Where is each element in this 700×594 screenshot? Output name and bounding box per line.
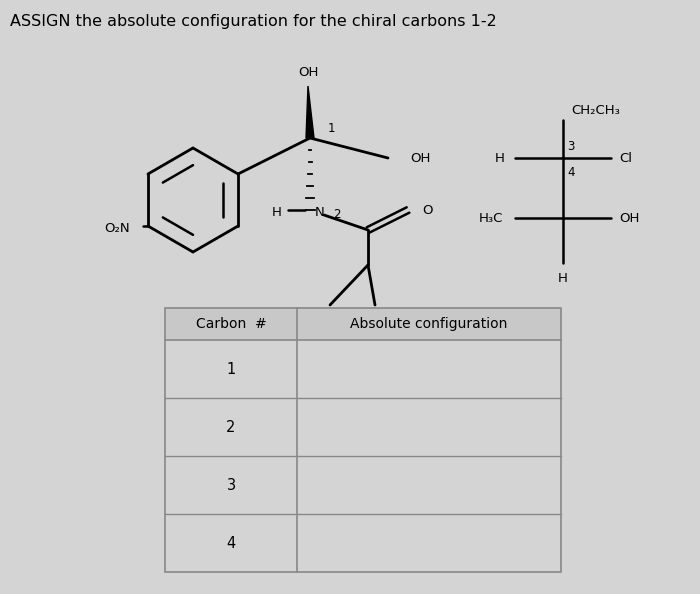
Text: N: N [315, 206, 325, 219]
Text: 4: 4 [226, 536, 236, 551]
Bar [165, 308, 561, 572]
Text: 2: 2 [226, 419, 236, 434]
Text: H₃C: H₃C [479, 211, 503, 225]
Bar [165, 308, 561, 340]
Text: CH₂CH₃: CH₂CH₃ [571, 103, 620, 116]
Polygon shape [306, 86, 314, 138]
Text: H: H [272, 206, 282, 219]
Text: O: O [422, 204, 433, 216]
Text: Cl: Cl [377, 312, 389, 326]
Text: 2: 2 [333, 208, 340, 222]
Text: H: H [558, 271, 568, 285]
Text: Absolute configuration: Absolute configuration [350, 317, 508, 331]
Text: ASSIGN the absolute configuration for the chiral carbons 1-2: ASSIGN the absolute configuration for th… [10, 14, 497, 29]
Text: H: H [495, 151, 505, 165]
Text: Cl: Cl [318, 312, 332, 326]
Text: OH: OH [410, 151, 430, 165]
Text: 4: 4 [567, 166, 575, 179]
Text: 1: 1 [328, 122, 335, 134]
Text: Carbon  #: Carbon # [195, 317, 267, 331]
Bar [165, 308, 561, 572]
Text: 3: 3 [567, 140, 575, 153]
Text: 1: 1 [226, 362, 236, 377]
Text: 3: 3 [226, 478, 236, 492]
Text: O₂N: O₂N [104, 222, 130, 235]
Text: Cl: Cl [619, 151, 632, 165]
Text: OH: OH [619, 211, 639, 225]
Text: OH: OH [298, 65, 318, 78]
